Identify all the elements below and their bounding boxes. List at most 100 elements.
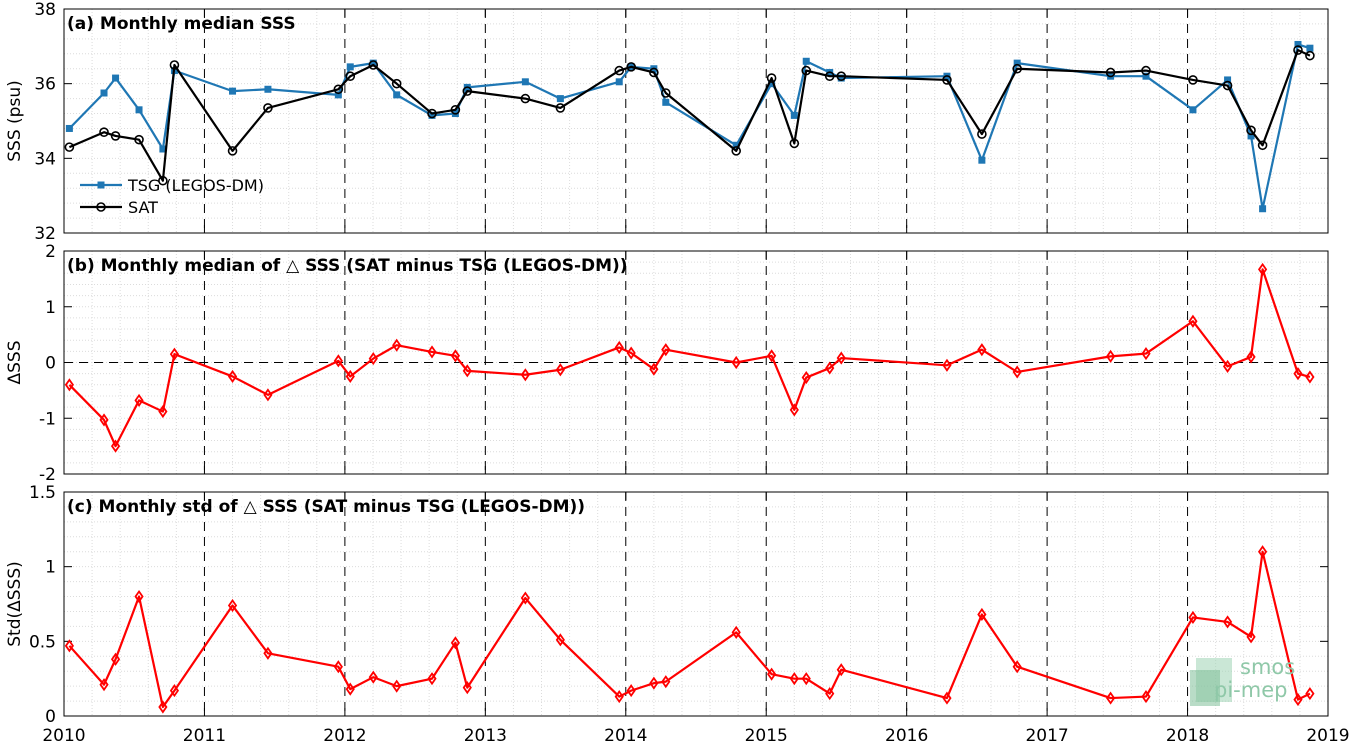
- y-tick-label: 1: [45, 298, 56, 318]
- data-point: [1106, 349, 1116, 363]
- data-point: [1013, 59, 1021, 67]
- data-point: [836, 71, 847, 81]
- y-tick-label: 34: [34, 149, 56, 169]
- data-point: [263, 388, 273, 402]
- x-tick-label: 2018: [1166, 726, 1209, 745]
- data-point: [977, 129, 987, 139]
- data-point: [158, 175, 168, 186]
- data-point: [134, 589, 144, 604]
- data-point: [942, 691, 952, 705]
- data-point: [227, 146, 238, 156]
- data-point: [649, 67, 659, 78]
- data-point: [169, 347, 180, 361]
- data-point: [1305, 50, 1315, 61]
- data-point: [392, 338, 402, 352]
- x-tick-label: 2010: [42, 726, 85, 745]
- y-axis-label: SSS (psu): [5, 80, 25, 161]
- year-separators: [203, 9, 1189, 233]
- data-point: [1141, 347, 1151, 361]
- y-tick-label: 0: [45, 707, 56, 727]
- data-point: [334, 91, 342, 99]
- series-delta-sss: [64, 262, 1315, 453]
- data-point: [450, 105, 461, 115]
- data-point: [942, 75, 952, 85]
- data-point: [1012, 365, 1022, 379]
- panel-c: 0 0.5 1 1.5 Std(ΔSSS) (c) Monthly std of △ SS…: [5, 483, 1329, 727]
- data-point: [263, 103, 273, 113]
- data-point: [134, 134, 144, 145]
- data-point: [158, 404, 168, 419]
- panel-title: (c) Monthly std of △ SSS (SAT minus TSG …: [67, 497, 585, 517]
- x-tick-label: 2013: [464, 726, 507, 745]
- data-point: [789, 138, 800, 149]
- x-tick-label: 2015: [745, 726, 788, 745]
- series-line: [68, 48, 1311, 182]
- data-point: [766, 73, 777, 83]
- data-point: [1306, 44, 1314, 52]
- data-point: [977, 607, 987, 622]
- data-point: [1257, 262, 1268, 276]
- data-point: [368, 670, 378, 684]
- y-axis: -2 -1 0 1 2: [39, 242, 1329, 485]
- data-point: [427, 672, 437, 686]
- data-point: [1141, 65, 1151, 76]
- data-point: [801, 65, 812, 76]
- data-point: [1257, 545, 1268, 559]
- data-point: [1259, 205, 1267, 213]
- data-point: [1188, 314, 1198, 328]
- data-point: [333, 660, 343, 674]
- y-axis: 0 0.5 1 1.5: [29, 483, 1329, 727]
- data-point: [661, 343, 671, 357]
- data-point: [227, 598, 238, 613]
- data-point: [555, 103, 566, 113]
- data-point: [64, 639, 74, 653]
- minor-grid: [64, 251, 1328, 474]
- x-tick-label: 2019: [1306, 726, 1349, 745]
- y-axis-label: ΔSSS: [5, 340, 25, 384]
- legend-marker: [96, 202, 106, 212]
- data-point: [427, 108, 437, 119]
- axes-box: [63, 8, 1329, 234]
- data-point: [802, 57, 810, 65]
- y-tick-label: -2: [39, 465, 56, 485]
- data-point: [767, 667, 777, 681]
- logo-line-2: pi-mep: [1214, 678, 1287, 702]
- data-point: [227, 369, 238, 384]
- data-point: [346, 63, 354, 71]
- data-point: [1012, 63, 1022, 74]
- data-point: [942, 358, 952, 372]
- data-point: [392, 679, 402, 693]
- data-point: [1222, 359, 1233, 373]
- x-tick-label: 2011: [183, 726, 226, 745]
- y-tick-label: 1: [45, 558, 56, 578]
- series-line: [68, 268, 1311, 448]
- data-point: [520, 591, 530, 605]
- smos-pi-mep-logo: smos pi-mep: [1190, 655, 1295, 706]
- data-point: [836, 351, 846, 365]
- x-axis: 2010 2011 2012 2013 2014 2015 2016 2017 2018 2019: [42, 726, 1349, 745]
- data-point: [368, 60, 379, 70]
- data-point: [520, 368, 530, 382]
- data-point: [731, 146, 742, 156]
- data-point: [977, 343, 987, 357]
- data-point: [1246, 125, 1256, 136]
- series-line: [68, 43, 1311, 210]
- data-point: [626, 684, 636, 698]
- data-point: [345, 369, 355, 384]
- data-point: [64, 378, 74, 392]
- data-point: [789, 672, 799, 686]
- x-tick-label: 2012: [323, 726, 366, 745]
- y-tick-label: 32: [34, 224, 56, 244]
- y-axis: 32 34 36 38: [34, 0, 1329, 244]
- data-point: [1222, 80, 1233, 91]
- data-point: [1257, 140, 1268, 151]
- data-point: [1012, 660, 1022, 674]
- data-point: [169, 60, 180, 70]
- panel-title: (a) Monthly median SSS: [67, 14, 296, 34]
- data-point: [556, 95, 564, 103]
- y-tick-label: 0: [45, 354, 56, 374]
- data-point: [1189, 106, 1197, 114]
- data-point: [978, 156, 986, 164]
- y-tick-label: 0.5: [29, 632, 56, 652]
- data-point: [462, 86, 473, 96]
